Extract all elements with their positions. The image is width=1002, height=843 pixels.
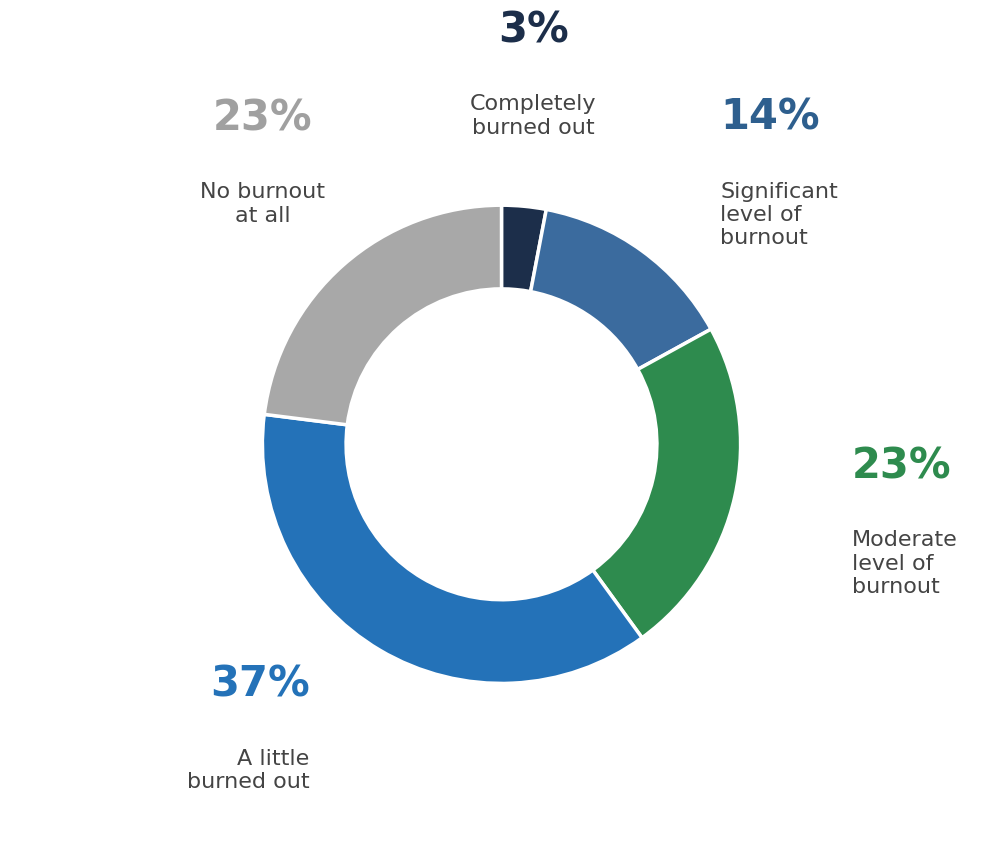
Text: Completely
burned out: Completely burned out <box>470 94 596 137</box>
Text: 23%: 23% <box>212 98 312 139</box>
Text: No burnout
at all: No burnout at all <box>200 182 325 226</box>
Wedge shape <box>592 329 739 638</box>
Text: A little
burned out: A little burned out <box>186 749 310 792</box>
Wedge shape <box>263 415 641 684</box>
Wedge shape <box>530 209 710 369</box>
Text: 3%: 3% <box>498 9 568 51</box>
Text: 37%: 37% <box>209 663 310 706</box>
Text: Moderate
level of
burnout: Moderate level of burnout <box>851 530 957 597</box>
Wedge shape <box>264 205 501 425</box>
Text: 23%: 23% <box>851 445 951 487</box>
Wedge shape <box>501 205 546 292</box>
Text: Significant
level of
burnout: Significant level of burnout <box>719 181 837 248</box>
Text: 14%: 14% <box>719 97 819 138</box>
